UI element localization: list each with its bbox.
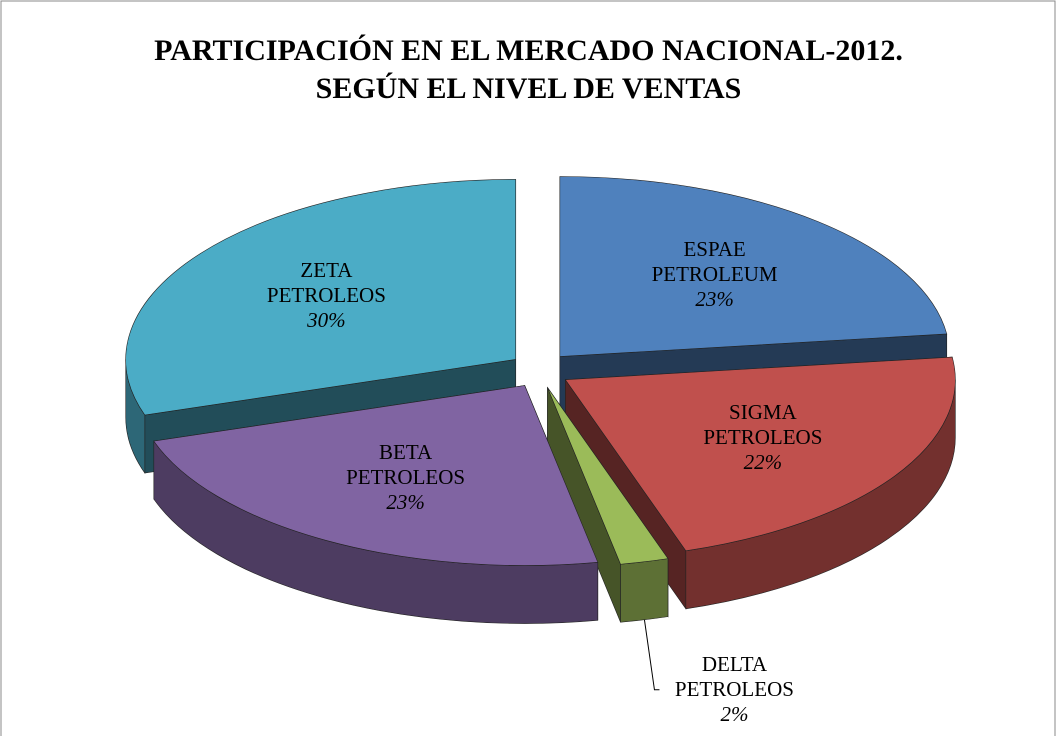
data-label: BETA PETROLEOS 23% <box>306 440 506 515</box>
slice-side <box>620 558 669 623</box>
slice <box>153 385 599 566</box>
value-label: 2% <box>720 701 749 726</box>
data-label: DELTA PETROLEOS 2% <box>634 652 834 727</box>
category-label: BETA PETROLEOS <box>346 440 466 490</box>
value-label: 30% <box>307 307 346 332</box>
slice <box>559 176 948 357</box>
data-label: ESPAE PETROLEUM 23% <box>615 237 815 312</box>
leader-line <box>643 619 660 691</box>
slice <box>564 356 956 552</box>
value-label: 22% <box>743 449 783 474</box>
slice <box>547 387 669 565</box>
category-label: SIGMA PETROLEOS <box>703 399 823 449</box>
chart-title: PARTICIPACIÓN EN EL MERCADO NACIONAL-201… <box>154 34 903 67</box>
slice <box>125 179 517 416</box>
data-label: ZETA PETROLEOS 30% <box>226 258 426 333</box>
data-label: SIGMA PETROLEOS 22% <box>663 400 863 475</box>
chart-subtitle: SEGÚN EL NIVEL DE VENTAS <box>315 72 742 105</box>
value-label: 23% <box>695 287 734 312</box>
category-label: DELTA PETROLEOS <box>674 651 794 701</box>
category-label: ZETA PETROLEOS <box>266 257 386 307</box>
value-label: 23% <box>386 490 425 515</box>
category-label: ESPAE PETROLEUM <box>651 237 778 287</box>
